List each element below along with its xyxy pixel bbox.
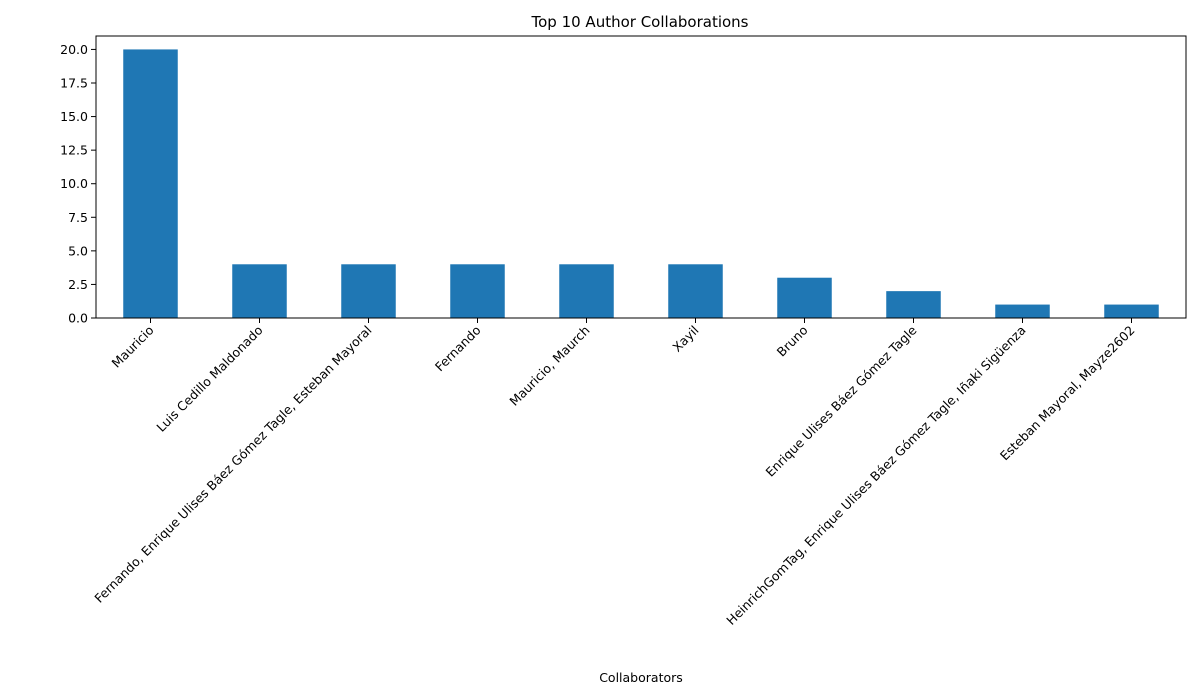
y-axis: 0.0 2.5 5.0 7.5 10.0 12.5 15.0 17.5 20.0 xyxy=(60,42,96,326)
x-tick-label-3: Fernando xyxy=(432,323,484,375)
bar-5 xyxy=(668,264,723,318)
bar-2 xyxy=(341,264,396,318)
x-tick-label-1: Luis Cedillo Maldonado xyxy=(153,323,265,435)
x-axis-label: Collaborators xyxy=(599,670,683,685)
y-tick-label-1: 2.5 xyxy=(68,277,88,292)
bar-0 xyxy=(123,49,178,319)
bar-3 xyxy=(450,264,505,318)
y-tick-label-7: 17.5 xyxy=(60,76,88,91)
y-tick-label-6: 15.0 xyxy=(60,109,88,124)
bar-1 xyxy=(232,264,287,318)
y-tick-label-4: 10.0 xyxy=(60,176,88,191)
bars-group xyxy=(123,49,1159,319)
y-tick-label-8: 20.0 xyxy=(60,42,88,57)
y-tick-label-5: 12.5 xyxy=(60,143,88,158)
plot-frame xyxy=(95,35,1187,319)
chart-title: Top 10 Author Collaborations xyxy=(531,13,749,31)
x-tick-label-0: Mauricio xyxy=(109,323,157,371)
bar-8 xyxy=(995,304,1050,318)
bar-6 xyxy=(777,277,832,318)
y-tick-label-2: 5.0 xyxy=(68,243,88,258)
bar-4 xyxy=(559,264,614,318)
x-tick-label-6: Bruno xyxy=(774,323,811,360)
bar-9 xyxy=(1104,304,1159,318)
y-tick-label-3: 7.5 xyxy=(68,210,88,225)
x-tick-label-4: Mauricio, Maurch xyxy=(506,323,592,409)
y-tick-label-0: 0.0 xyxy=(68,311,88,326)
bar-7 xyxy=(886,291,941,318)
x-tick-label-5: Xayil xyxy=(669,323,701,355)
